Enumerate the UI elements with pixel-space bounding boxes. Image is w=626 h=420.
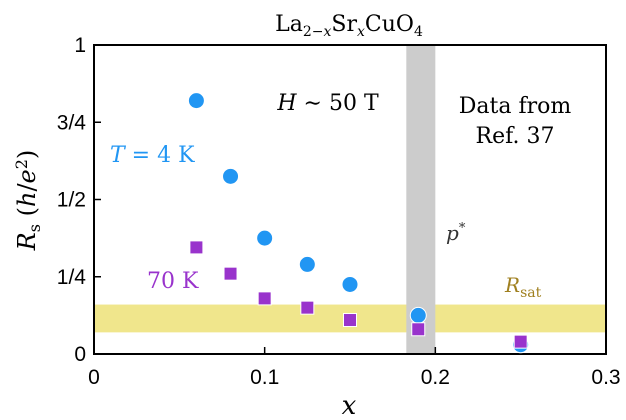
data-point-70k [257, 291, 272, 306]
data-point-4k [187, 92, 205, 110]
data-point-4k [222, 167, 240, 185]
data-points [187, 92, 530, 354]
x-tick-label: 0.1 [250, 366, 279, 389]
source-annotation-line1: Data from [459, 94, 572, 119]
field-annotation: H ∼ 50 T [276, 91, 379, 116]
y-tick-label: 0 [74, 343, 86, 366]
data-point-4k [298, 255, 316, 273]
data-point-70k [300, 300, 315, 315]
data-point-70k [411, 322, 426, 337]
chart-title: La2−xSrxCuO4 [275, 12, 423, 40]
p-star-band [406, 46, 436, 353]
y-tick-label: 3/4 [57, 111, 87, 134]
y-tick-label: 1 [74, 34, 86, 57]
p-star-label: p* [446, 221, 466, 245]
y-axis-label: Rs (h/e2) [12, 150, 44, 252]
data-point-70k [223, 266, 238, 281]
data-point-4k [409, 306, 427, 324]
data-point-70k [513, 334, 528, 349]
svg-text:Rs (h/e2): Rs (h/e2) [12, 150, 44, 252]
y-tick-label: 1/4 [57, 266, 87, 289]
source-annotation-line2: Ref. 37 [476, 124, 555, 149]
r-sat-label: Rsat [504, 273, 542, 301]
data-point-4k [256, 229, 274, 247]
series-label-4k: T = 4 K [110, 143, 195, 168]
axis-ticks: 0 0.1 0.2 0.3 0 1/4 1/2 3/4 1 [57, 34, 621, 389]
data-point-70k [343, 313, 357, 328]
series-label-70k: 70 K [147, 269, 199, 294]
data-point-70k [189, 240, 204, 255]
x-tick-label: 0.2 [421, 366, 450, 389]
x-tick-label: 0.3 [591, 366, 620, 389]
data-point-4k [341, 275, 359, 293]
x-axis-label: x [342, 391, 357, 420]
y-tick-label: 1/2 [57, 189, 86, 212]
x-tick-label: 0 [88, 366, 100, 389]
